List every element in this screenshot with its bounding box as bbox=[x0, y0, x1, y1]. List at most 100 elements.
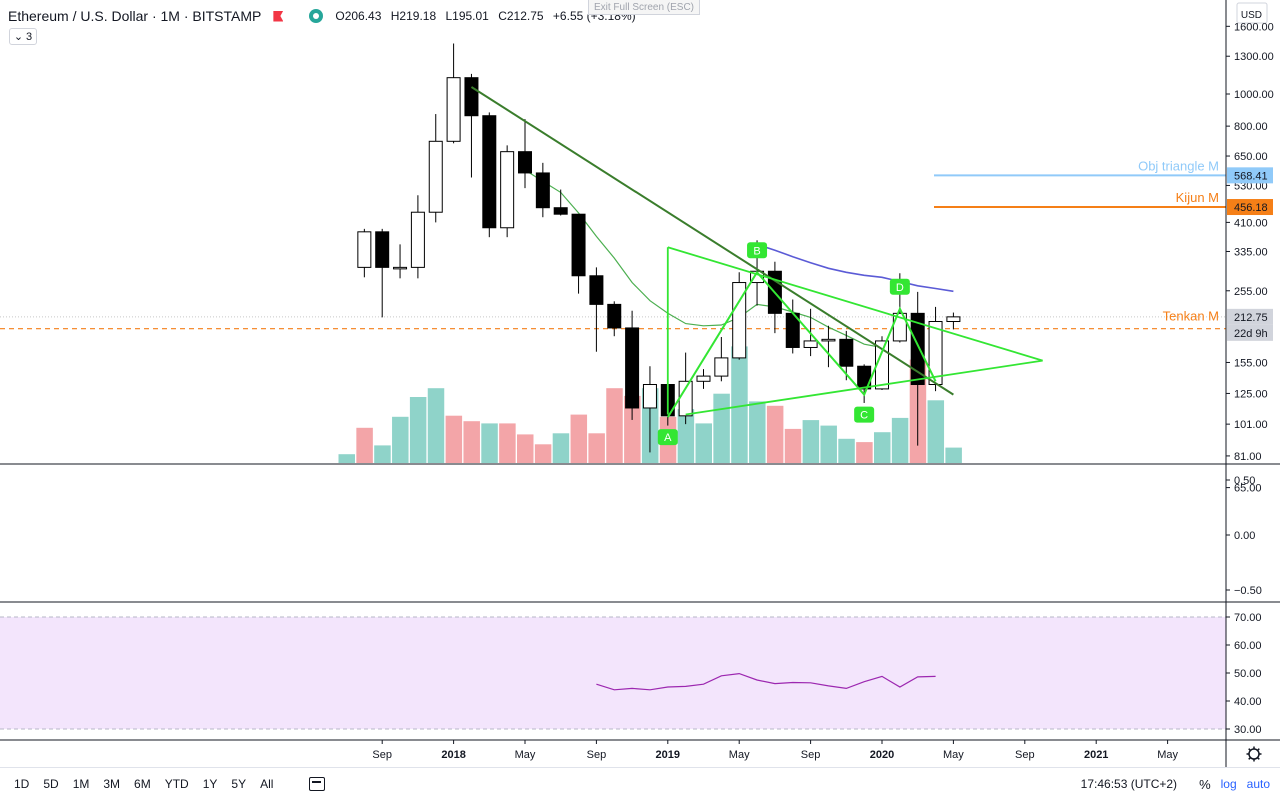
volume-bar bbox=[570, 414, 588, 463]
time-tick-label: Sep bbox=[801, 749, 821, 761]
timeframe-1d[interactable]: 1D bbox=[14, 777, 30, 791]
pattern-label-text: C bbox=[860, 410, 868, 422]
candle-body bbox=[553, 207, 568, 215]
low-value: 195.01 bbox=[452, 9, 489, 23]
symbol-title[interactable]: Ethereum / U.S. Dollar · 1M · BITSTAMP bbox=[8, 8, 262, 24]
candle-body bbox=[410, 211, 425, 268]
price-tick-label: 65.00 bbox=[1234, 483, 1262, 495]
timeframe-all[interactable]: All bbox=[260, 777, 274, 791]
flag-icon[interactable] bbox=[273, 10, 284, 22]
volume-bar bbox=[374, 445, 391, 463]
volume-bar bbox=[392, 416, 409, 463]
clock[interactable]: 17:46:53 (UTC+2) bbox=[1080, 777, 1178, 791]
time-tick-label: May bbox=[515, 749, 536, 761]
volume-bar bbox=[838, 438, 855, 463]
volume-bar bbox=[766, 405, 784, 463]
price-tag bbox=[1227, 308, 1273, 325]
volume-bar bbox=[481, 423, 498, 463]
volume-bar bbox=[945, 447, 962, 463]
price-tick-label: 800.00 bbox=[1234, 121, 1268, 133]
volume-bar bbox=[731, 346, 748, 463]
macd-tick-label: 0.50 bbox=[1234, 475, 1255, 487]
rsi-band bbox=[0, 616, 1226, 730]
settings-icon[interactable] bbox=[1246, 746, 1262, 762]
candle-body bbox=[928, 321, 943, 386]
volume-bar bbox=[802, 420, 820, 463]
pane-frames bbox=[0, 0, 1280, 768]
candle-body bbox=[839, 338, 854, 367]
price-tick-label: 101.00 bbox=[1234, 419, 1268, 431]
price-tick-label: 530.00 bbox=[1234, 180, 1268, 192]
indicator-count-toggle[interactable]: ⌄ 3 bbox=[9, 28, 37, 45]
volume-bar bbox=[749, 401, 766, 463]
rsi-tick-label: 40.00 bbox=[1234, 696, 1262, 708]
volume-bar bbox=[499, 423, 516, 463]
auto-toggle[interactable]: auto bbox=[1246, 777, 1270, 791]
tenkan-label: Tenkan M bbox=[1163, 309, 1219, 324]
price-tick-label: 335.00 bbox=[1234, 246, 1268, 258]
timeframe-3m[interactable]: 3M bbox=[103, 777, 121, 791]
time-tick-label: 2019 bbox=[656, 749, 680, 761]
timeframe-5y[interactable]: 5Y bbox=[231, 777, 247, 791]
price-tick-label: 125.00 bbox=[1234, 388, 1268, 400]
abcd-pattern-line bbox=[666, 270, 937, 418]
price-tick-label: 650.00 bbox=[1234, 151, 1268, 163]
volume-bar bbox=[463, 421, 480, 463]
timeframe-6m[interactable]: 6M bbox=[134, 777, 151, 791]
high-value: 219.18 bbox=[399, 9, 437, 23]
price-tick-label: 81.00 bbox=[1234, 451, 1262, 463]
candle-body bbox=[589, 275, 604, 305]
volume-bar bbox=[517, 434, 534, 463]
obj-triangle-label: Obj triangle M bbox=[1138, 158, 1219, 173]
candle-body bbox=[518, 151, 532, 174]
time-tick-label: 2020 bbox=[870, 749, 894, 761]
volume-bar bbox=[784, 428, 802, 463]
price-tag bbox=[1227, 167, 1273, 184]
candle-body bbox=[446, 77, 461, 142]
volume-bar bbox=[713, 393, 730, 463]
rsi-tick-label: 60.00 bbox=[1234, 640, 1262, 652]
price-tick-label: 1000.00 bbox=[1234, 89, 1274, 101]
candle-body bbox=[535, 172, 550, 209]
goto-date-icon[interactable] bbox=[309, 777, 326, 791]
timeframe-1y[interactable]: 1Y bbox=[202, 777, 218, 791]
candle-body bbox=[464, 77, 479, 117]
timeframe-5d[interactable]: 5D bbox=[43, 777, 59, 791]
kijun-label: Kijun M bbox=[1176, 190, 1219, 205]
pattern-label-b bbox=[747, 242, 768, 259]
volume-bar bbox=[695, 423, 712, 463]
volume-bar bbox=[677, 409, 695, 463]
candle-body bbox=[428, 140, 443, 213]
timeframe-ytd[interactable]: YTD bbox=[164, 777, 189, 791]
price-tick-label: 410.00 bbox=[1234, 217, 1268, 229]
pattern-label-text: D bbox=[896, 282, 904, 294]
eye-icon[interactable] bbox=[309, 9, 324, 23]
volume-bar bbox=[927, 400, 945, 463]
triangle-lower-line bbox=[685, 359, 1043, 416]
pattern-label-text: B bbox=[753, 245, 760, 257]
time-axis[interactable]: Sep 2018 May Sep 2019 May Sep 2020 May Sep 2021 May bbox=[372, 740, 1178, 761]
volume-bar bbox=[445, 415, 463, 463]
candle-body bbox=[482, 115, 497, 229]
log-toggle[interactable]: log bbox=[1220, 777, 1237, 791]
rsi-line bbox=[596, 672, 936, 691]
percent-toggle[interactable]: % bbox=[1199, 776, 1211, 792]
time-tick-label: Sep bbox=[587, 749, 607, 761]
volume-bar bbox=[356, 427, 373, 463]
macd-tick-label: −0.50 bbox=[1234, 585, 1262, 597]
volume-bar bbox=[820, 425, 837, 463]
candle-body bbox=[375, 231, 390, 268]
rsi-tick-label: 50.00 bbox=[1234, 668, 1262, 680]
bottom-toolbar: 1D 5D 1M 3M 6M YTD 1Y 5Y All 17:46:53 (U… bbox=[0, 768, 1280, 800]
volume-bar bbox=[874, 432, 891, 463]
timeframe-1m[interactable]: 1M bbox=[72, 777, 90, 791]
exit-fullscreen-button[interactable]: Exit Full Screen (ESC) bbox=[588, 0, 700, 15]
blue-ma-line bbox=[756, 243, 954, 293]
price-tag-label: 456.18 bbox=[1234, 202, 1268, 214]
pattern-label-text: A bbox=[664, 432, 672, 444]
close-value: 212.75 bbox=[506, 9, 544, 23]
settings-gear-ring bbox=[1248, 748, 1260, 760]
price-tag bbox=[1227, 199, 1273, 216]
